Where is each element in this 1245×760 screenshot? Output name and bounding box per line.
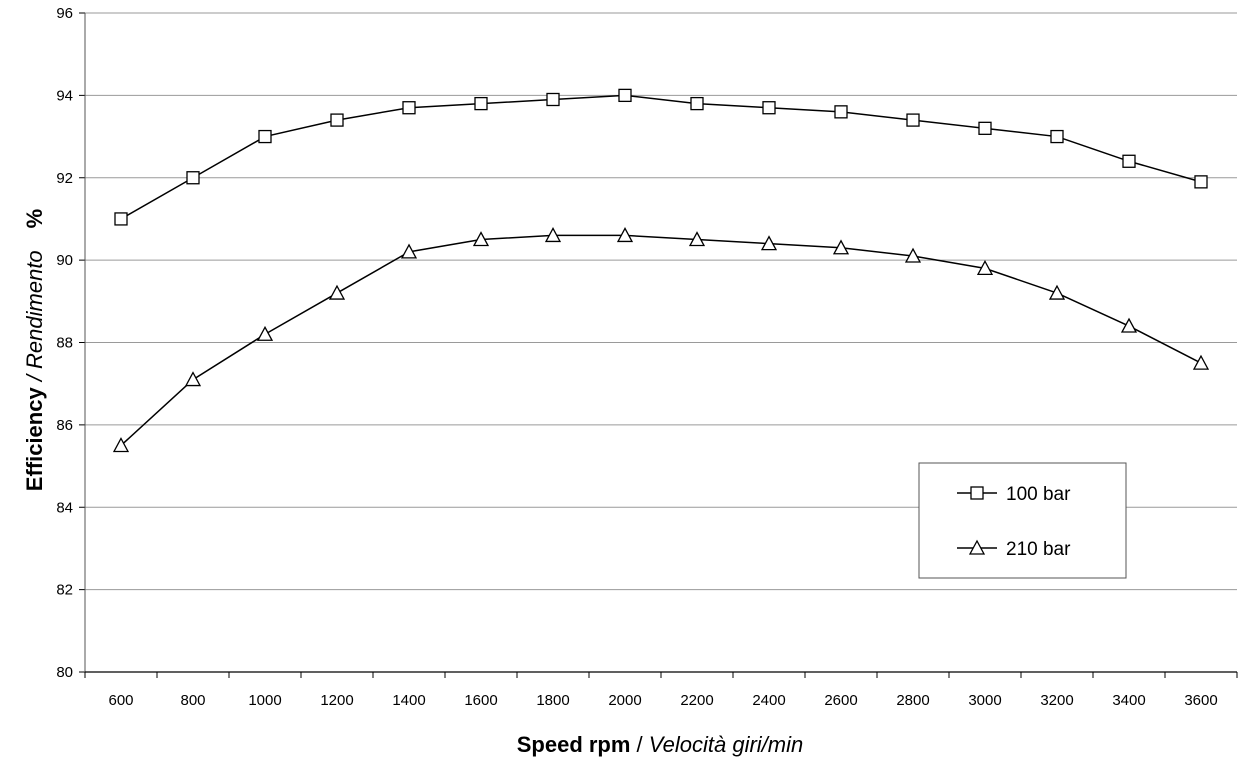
data-point: [402, 101, 416, 115]
data-point: [544, 227, 562, 243]
data-point: [762, 101, 776, 115]
data-point: [688, 231, 706, 247]
y-tick-label: 84: [56, 499, 73, 516]
x-tick-label: 3600: [1184, 692, 1217, 709]
x-axis-label-sub: Velocità giri/min: [649, 732, 803, 757]
data-point: [1050, 129, 1064, 144]
y-tick-label: 86: [56, 417, 73, 434]
x-tick-label: 1000: [248, 692, 281, 709]
data-point: [330, 113, 344, 127]
y-tick-labels: 80 82 84 86 88 90 92 94 96: [56, 5, 73, 681]
data-point: [114, 212, 128, 226]
x-tick-label: 3200: [1040, 692, 1073, 709]
data-point: [400, 243, 418, 259]
data-point: [904, 247, 922, 263]
y-tick-label: 96: [56, 5, 73, 22]
data-point: [760, 235, 778, 251]
x-tick-label: 3400: [1112, 692, 1145, 709]
data-point: [1192, 354, 1210, 370]
x-tick-label: 1400: [392, 692, 425, 709]
x-tick-label: 1800: [536, 692, 569, 709]
series-line: [120, 94, 1202, 220]
series-210-bar: [112, 227, 1210, 453]
y-axis-label-main: Efficiency: [22, 387, 47, 492]
legend-triangle-marker-icon: [968, 539, 986, 555]
data-point: [474, 96, 488, 111]
x-tick-label: 2200: [680, 692, 713, 709]
y-tick-label: 82: [56, 582, 73, 599]
legend-item: 210 bar: [957, 539, 1071, 560]
data-point: [1194, 175, 1208, 189]
data-point: [906, 113, 920, 127]
data-point: [616, 227, 634, 243]
x-tick-label: 800: [180, 692, 205, 709]
series-100-bar: [114, 88, 1208, 226]
data-point: [690, 96, 704, 111]
series-lines: [112, 88, 1210, 453]
data-point: [1122, 154, 1136, 168]
x-tick-label: 1200: [320, 692, 353, 709]
data-point: [184, 371, 202, 387]
x-axis-label: Speed rpm / Velocità giri/min: [517, 732, 804, 757]
y-tick-label: 88: [56, 335, 73, 352]
data-point: [834, 105, 848, 119]
data-point: [186, 171, 200, 185]
x-tick-label: 3000: [968, 692, 1001, 709]
y-axis-label-sub: Rendimento: [22, 250, 47, 369]
data-point: [978, 121, 992, 135]
y-tick-label: 90: [56, 252, 73, 269]
data-point: [258, 129, 272, 144]
series-line: [120, 234, 1202, 447]
grid-lines: [85, 12, 1237, 591]
y-axis-label-unit: %: [22, 209, 47, 229]
x-tick-label: 600: [108, 692, 133, 709]
legend: 100 bar 210 bar: [918, 462, 1127, 579]
x-tick-label: 1600: [464, 692, 497, 709]
x-tick-label: 2800: [896, 692, 929, 709]
legend-label: 100 bar: [1006, 484, 1071, 505]
x-axis-label-separator: /: [630, 732, 648, 757]
x-tick-label: 2000: [608, 692, 641, 709]
legend-box: [918, 462, 1127, 579]
legend-label: 210 bar: [1006, 539, 1071, 560]
legend-square-marker-icon: [970, 486, 984, 500]
data-point: [618, 88, 632, 103]
x-axis-label-main: Speed rpm: [517, 732, 631, 757]
data-point: [832, 239, 850, 255]
y-axis-label: Efficiency / Rendimento%: [22, 209, 47, 491]
data-point: [112, 437, 130, 453]
x-tick-label: 2400: [752, 692, 785, 709]
legend-item: 100 bar: [957, 484, 1071, 505]
y-tick-label: 80: [56, 664, 73, 681]
x-tick-label: 2600: [824, 692, 857, 709]
axes: [79, 12, 1238, 678]
data-point: [256, 325, 274, 341]
data-point: [1120, 317, 1138, 333]
data-point: [976, 259, 994, 276]
data-point: [328, 284, 346, 300]
data-point: [472, 231, 490, 247]
y-axis-label-separator: /: [22, 369, 47, 387]
y-tick-label: 94: [56, 87, 73, 104]
data-point: [1048, 284, 1066, 300]
y-tick-label: 92: [56, 170, 73, 187]
data-point: [546, 92, 560, 107]
x-tick-labels: 600 800 1000 1200 1400 1600 1800 2000 2200 2400 26…: [108, 692, 1217, 709]
